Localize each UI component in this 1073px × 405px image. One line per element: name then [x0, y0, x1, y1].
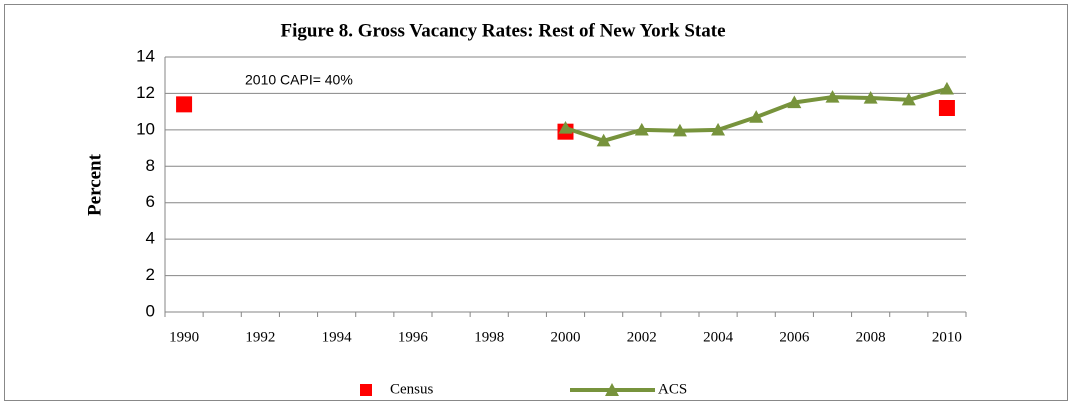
- marker: [787, 95, 802, 109]
- x-tick-label: 1996: [398, 329, 429, 345]
- marker: [939, 81, 954, 95]
- x-tick-label: 2000: [551, 329, 581, 345]
- y-tick-label: 2: [146, 265, 155, 284]
- x-tick-label: 2002: [627, 329, 657, 345]
- legend-label: Census: [390, 381, 434, 397]
- x-tick-label: 2004: [703, 329, 734, 345]
- marker: [558, 121, 573, 134]
- x-tick-label: 1990: [169, 329, 199, 345]
- marker: [938, 100, 955, 116]
- marker: [711, 122, 726, 136]
- marker: [825, 90, 840, 103]
- y-tick-label: 8: [146, 156, 155, 175]
- legend-marker: [605, 383, 619, 396]
- marker: [176, 96, 193, 113]
- legend-label: ACS: [658, 381, 687, 397]
- x-tick-label: 2006: [779, 329, 810, 345]
- y-tick-label: 6: [146, 192, 155, 211]
- y-tick-label: 14: [136, 46, 155, 65]
- x-tick-label: 1992: [245, 329, 275, 345]
- marker: [596, 133, 611, 147]
- annotation: 2010 CAPI= 40%: [245, 72, 353, 88]
- y-axis-label: Percent: [84, 153, 105, 216]
- y-tick-label: 4: [146, 229, 155, 248]
- marker: [901, 92, 916, 106]
- legend-marker: [360, 384, 372, 396]
- x-tick-label: 1998: [474, 329, 504, 345]
- marker: [672, 123, 687, 137]
- marker: [749, 110, 764, 123]
- marker: [634, 122, 649, 136]
- y-tick-label: 10: [136, 119, 155, 138]
- marker: [863, 90, 878, 104]
- chart-title: Figure 8. Gross Vacancy Rates: Rest of N…: [280, 20, 725, 41]
- y-tick-label: 12: [136, 83, 155, 102]
- x-tick-label: 2008: [856, 329, 886, 345]
- x-tick-label: 2010: [932, 329, 962, 345]
- x-tick-label: 1994: [322, 329, 353, 345]
- y-tick-label: 0: [146, 301, 155, 320]
